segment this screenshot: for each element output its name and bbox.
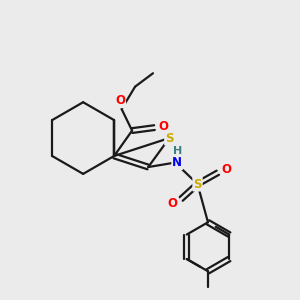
Text: N: N bbox=[172, 156, 182, 169]
Text: O: O bbox=[168, 197, 178, 210]
Text: O: O bbox=[158, 120, 168, 133]
Text: H: H bbox=[172, 146, 182, 156]
Text: O: O bbox=[221, 163, 231, 176]
Text: O: O bbox=[115, 94, 125, 107]
Text: S: S bbox=[193, 178, 202, 190]
Text: S: S bbox=[165, 132, 174, 145]
